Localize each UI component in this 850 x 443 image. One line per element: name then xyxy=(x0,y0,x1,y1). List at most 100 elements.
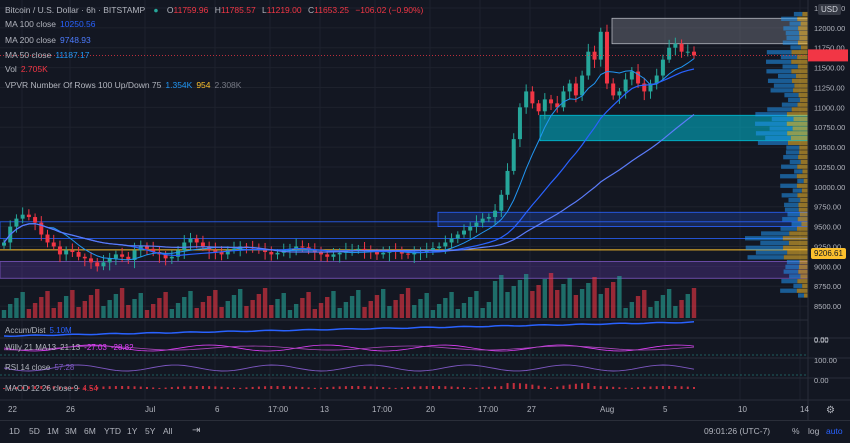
macd-bar xyxy=(400,387,403,389)
candle-body xyxy=(611,83,616,96)
candle-body xyxy=(455,234,460,239)
time-tick-label: 13 xyxy=(320,405,329,414)
timeframe-1y[interactable]: 1Y xyxy=(127,426,138,436)
volume-bar xyxy=(567,278,572,318)
vpvr-bar-down xyxy=(783,255,808,260)
timeframe-5y[interactable]: 5Y xyxy=(145,426,156,436)
volume-bar xyxy=(95,289,100,318)
vpvr-bar-down xyxy=(799,35,808,41)
volume-bar xyxy=(592,277,597,318)
macd-bar xyxy=(581,383,584,389)
candle-body xyxy=(462,230,466,235)
ma50-legend[interactable]: MA 50 close 11187.17 xyxy=(5,50,90,60)
volume-bar xyxy=(318,303,324,318)
ma200-line xyxy=(3,114,695,253)
pane-tick-label: 0.00 xyxy=(814,376,829,385)
candle-body xyxy=(331,254,336,257)
vpvr-bar-down xyxy=(789,231,808,236)
macd-bar xyxy=(276,386,279,389)
timeframe-5d[interactable]: 5D xyxy=(29,426,40,436)
percent-toggle[interactable]: % xyxy=(792,426,800,436)
candle-body xyxy=(555,103,560,108)
chart-header: Bitcoin / U.S. Dollar · 6h · BITSTAMP ● … xyxy=(5,5,424,15)
currency-badge[interactable]: USD xyxy=(818,4,841,15)
rsi-label[interactable]: RSI 14 close 57.28 xyxy=(5,363,75,372)
volume-bar xyxy=(642,290,647,318)
macd-bar xyxy=(506,383,509,389)
price-tick-label: 9750.00 xyxy=(814,203,841,212)
timeframe-1d[interactable]: 1D xyxy=(9,426,20,436)
volume-bar xyxy=(393,300,398,318)
symbol-title[interactable]: Bitcoin / U.S. Dollar · 6h · BITSTAMP xyxy=(5,5,145,15)
volume-bar xyxy=(349,296,355,318)
volume-legend[interactable]: Vol 2.705K xyxy=(5,64,48,74)
vpvr-bar-up xyxy=(793,11,803,17)
date-range-icon[interactable]: ⇥ xyxy=(192,425,201,436)
vpvr-bar-down xyxy=(797,217,808,222)
macd-bar xyxy=(394,387,397,389)
vpvr-bar-down xyxy=(797,40,808,45)
time-tick-label: Aug xyxy=(600,405,614,414)
volume-bar xyxy=(623,308,628,318)
candle-body xyxy=(337,252,342,255)
vpvr-bar-up xyxy=(786,259,800,265)
macd-label[interactable]: MACD 12 26 close 9 4.54 xyxy=(5,384,98,393)
timeframe-6m[interactable]: 6M xyxy=(84,426,96,436)
volume-bar xyxy=(256,294,262,318)
volume-bar xyxy=(238,289,243,318)
macd-bar xyxy=(251,386,254,389)
vpvr-bar-up xyxy=(766,59,792,64)
macd-bar xyxy=(407,386,410,389)
vpvr-bar-up xyxy=(781,16,798,21)
vpvr-bar-down xyxy=(793,116,808,122)
volume-bar xyxy=(617,276,622,318)
candle-body xyxy=(26,214,31,218)
candle-body xyxy=(263,250,268,253)
volume-bar xyxy=(225,301,230,318)
ma100-legend[interactable]: MA 100 close 10250.56 xyxy=(5,19,96,29)
macd-bar xyxy=(332,386,335,389)
accum-dist-label[interactable]: Accum/Dist 5.10M xyxy=(5,326,72,335)
vpvr-bar-up xyxy=(790,45,801,50)
candle-body xyxy=(294,246,299,249)
macd-bar xyxy=(481,387,484,389)
clock[interactable]: 09:01:26 (UTC-7) xyxy=(704,426,771,436)
volume-bar xyxy=(300,298,305,318)
macd-bar xyxy=(444,386,447,389)
ma200-legend[interactable]: MA 200 close 9748.93 xyxy=(5,35,91,45)
vpvr-bar-down xyxy=(802,283,808,289)
auto-toggle[interactable]: auto xyxy=(826,426,843,436)
candle-body xyxy=(64,250,69,255)
candle-body xyxy=(70,250,75,253)
volume-bar xyxy=(362,307,367,318)
macd-bar xyxy=(264,386,267,389)
vpvr-bar-up xyxy=(786,145,800,150)
settings-gear-icon[interactable]: ⚙ xyxy=(826,405,835,416)
vpvr-bar-up xyxy=(767,78,792,83)
willy-label[interactable]: Willy 21 MA13 21.13 -27.03 -28.82 xyxy=(5,343,134,352)
vpvr-bar-down xyxy=(791,107,808,112)
macd-bar xyxy=(164,387,167,389)
timeframe-ytd[interactable]: YTD xyxy=(104,426,121,436)
macd-bar xyxy=(382,387,385,389)
time-tick-label: 17:00 xyxy=(478,405,499,414)
timeframe-1m[interactable]: 1M xyxy=(47,426,59,436)
timeframe-all[interactable]: All xyxy=(163,426,173,436)
volume-bar xyxy=(188,291,193,318)
visibility-icon[interactable]: ● xyxy=(153,5,159,15)
vpvr-legend[interactable]: VPVR Number Of Rows 100 Up/Down 75 1.354K… xyxy=(5,80,242,90)
candle-body xyxy=(163,254,168,259)
macd-bar xyxy=(543,386,546,389)
volume-bar xyxy=(337,308,342,318)
candle-body xyxy=(629,71,634,80)
candle-body xyxy=(511,139,516,171)
macd-bar xyxy=(226,387,229,389)
candle-body xyxy=(176,250,181,257)
candle-body xyxy=(325,254,330,257)
timeframe-3m[interactable]: 3M xyxy=(65,426,77,436)
volume-bar xyxy=(51,308,56,318)
log-toggle[interactable]: log xyxy=(808,426,820,436)
vpvr-bar-up xyxy=(780,174,797,179)
volume-bar xyxy=(505,292,510,318)
